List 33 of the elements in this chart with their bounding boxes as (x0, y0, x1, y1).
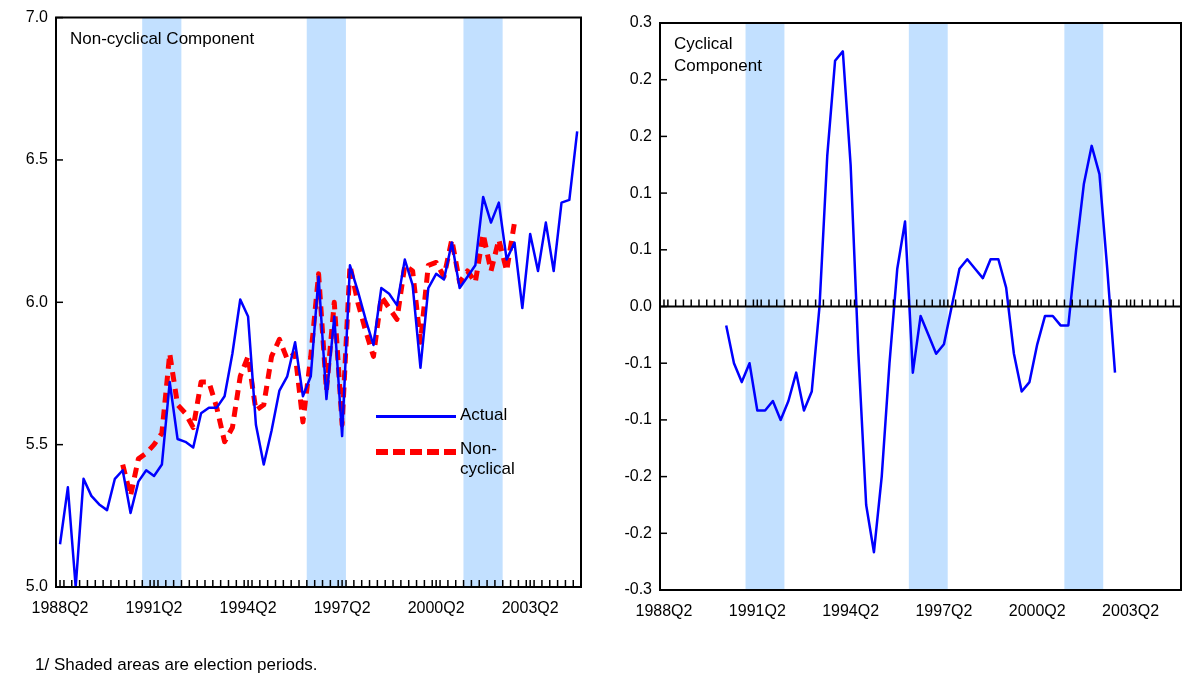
y-tick-label: -0.2 (624, 467, 653, 485)
y-tick-label: 6.5 (25, 150, 49, 168)
legend-label: Non-cyclical (460, 438, 516, 479)
y-tick-label: 0.1 (629, 240, 653, 258)
y-tick-label: -0.3 (624, 580, 653, 598)
y-tick-label: -0.1 (624, 410, 653, 428)
x-tick-label: 2003Q2 (501, 599, 559, 617)
y-tick-label: 5.0 (25, 577, 49, 595)
y-tick-label: 6.0 (25, 292, 49, 310)
x-tick-label: 2003Q2 (1102, 602, 1160, 620)
x-tick-label: 1991Q2 (728, 602, 786, 620)
x-tick-label: 1988Q2 (31, 599, 89, 617)
legend-label: Actual (460, 404, 509, 425)
x-tick-label: 1997Q2 (313, 599, 371, 617)
y-tick-label: -0.2 (624, 523, 653, 541)
y-tick-label: 5.5 (25, 435, 49, 453)
text: Cyclical Component (674, 33, 763, 77)
y-tick-label: 0.0 (629, 296, 653, 314)
text: Non-cyclical Component (70, 27, 255, 50)
y-tick-label: 0.3 (629, 13, 653, 31)
y-tick-label: 7.0 (25, 8, 49, 26)
x-tick-label: 1988Q2 (635, 602, 693, 620)
x-tick-label: 2000Q2 (1008, 602, 1066, 620)
x-tick-label: 1994Q2 (219, 599, 277, 617)
x-tick-label: 1997Q2 (915, 602, 973, 620)
x-tick-label: 1994Q2 (822, 602, 880, 620)
x-tick-label: 2000Q2 (407, 599, 465, 617)
y-tick-label: 0.2 (629, 70, 653, 88)
y-tick-label: 0.1 (629, 183, 653, 201)
y-tick-label: -0.1 (624, 353, 653, 371)
x-tick-label: 1991Q2 (125, 599, 183, 617)
y-tick-label: 0.2 (629, 126, 653, 144)
text: 1/ Shaded areas are election periods. (35, 655, 318, 675)
